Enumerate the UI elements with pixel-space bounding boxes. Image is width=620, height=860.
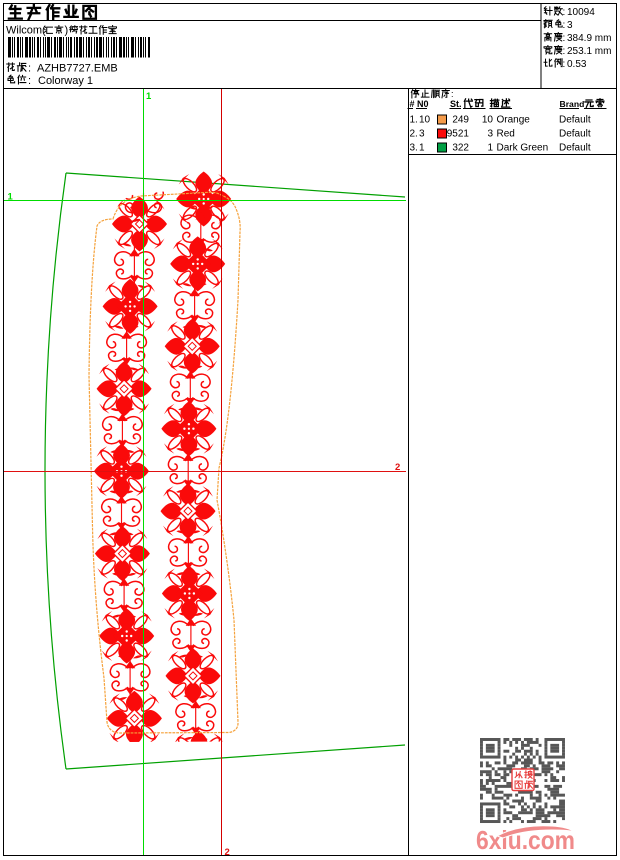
svg-text:3: 3	[567, 20, 573, 31]
svg-text:1.: 1.	[410, 115, 418, 126]
svg-text:253.1 mm: 253.1 mm	[567, 46, 611, 57]
svg-text:1: 1	[419, 143, 425, 154]
svg-text::: :	[28, 75, 31, 87]
svg-text:3: 3	[419, 129, 425, 140]
svg-text:Wilcom(: Wilcom(	[6, 25, 46, 37]
svg-text:Default: Default	[559, 115, 591, 126]
svg-text:249: 249	[452, 115, 469, 126]
svg-text:N0: N0	[417, 99, 429, 109]
svg-text:3: 3	[487, 129, 493, 140]
svg-text:10: 10	[419, 115, 431, 126]
svg-text:St.: St.	[450, 99, 462, 109]
svg-text:AZHB7727.EMB: AZHB7727.EMB	[37, 63, 118, 75]
svg-text:): )	[65, 25, 69, 37]
svg-text:Default: Default	[559, 143, 591, 154]
svg-text:3.: 3.	[410, 143, 418, 154]
svg-text:Colorway 1: Colorway 1	[38, 75, 93, 87]
svg-text:Default: Default	[559, 129, 591, 140]
svg-text::: :	[563, 59, 566, 70]
svg-text::: :	[563, 20, 566, 31]
svg-text::: :	[563, 33, 566, 44]
svg-text:2.: 2.	[410, 129, 418, 140]
svg-text::: :	[563, 7, 566, 18]
svg-text:2: 2	[395, 462, 400, 473]
svg-text:10: 10	[482, 115, 494, 126]
svg-text:#: #	[410, 99, 415, 109]
svg-text:10094: 10094	[567, 7, 595, 18]
svg-text::: :	[563, 46, 566, 57]
svg-text::: :	[28, 63, 31, 75]
svg-text:Orange: Orange	[497, 115, 531, 126]
svg-text:Brand: Brand	[560, 99, 585, 109]
svg-text:384.9 mm: 384.9 mm	[567, 33, 611, 44]
svg-text:Red: Red	[497, 129, 515, 140]
svg-text:1: 1	[487, 143, 493, 154]
svg-text:Dark Green: Dark Green	[497, 143, 549, 154]
svg-text:322: 322	[452, 143, 469, 154]
svg-text:0.53: 0.53	[567, 59, 587, 70]
svg-text::: :	[451, 89, 454, 99]
svg-text:1: 1	[146, 91, 152, 102]
svg-text:1: 1	[8, 192, 14, 203]
svg-text:9521: 9521	[447, 129, 470, 140]
svg-text:2: 2	[225, 847, 230, 858]
